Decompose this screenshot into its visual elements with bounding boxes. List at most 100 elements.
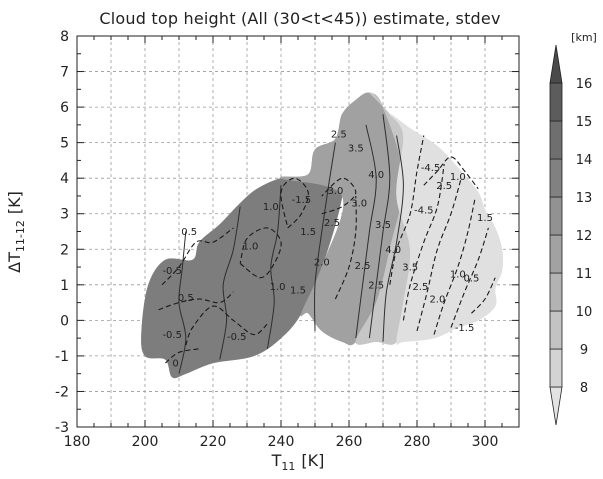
contour-dashed: [239, 227, 282, 279]
colorbar-segment: [549, 310, 563, 350]
y-tick-label: 3: [60, 207, 69, 223]
colorbar-segment: [549, 272, 563, 312]
contour-label: 4.0: [385, 245, 401, 256]
contour-label: 2.5: [368, 280, 384, 291]
y-tick-label: 7: [60, 65, 69, 81]
contour-label: -0.5: [162, 266, 182, 277]
colorbar-label: 12: [576, 229, 593, 244]
contour-label: 1.5: [290, 286, 306, 297]
colorbar-label: 14: [576, 153, 593, 168]
contour-label: 1.0: [270, 282, 286, 293]
colorbar-label: 8: [580, 381, 588, 396]
contour-label: 0.5: [178, 293, 194, 304]
y-tick-label: 4: [60, 171, 69, 187]
y-tick-label: 2: [60, 242, 69, 258]
contour-dashed: [334, 195, 357, 300]
colorbar-segment: [549, 158, 563, 198]
colorbar-label: 10: [576, 305, 593, 320]
contour-dashed: [471, 277, 496, 314]
y-axis-label-main: ΔT: [5, 252, 24, 273]
contour-solid: [382, 135, 404, 342]
contour-label: 0: [172, 359, 178, 370]
colorbar-label: 16: [576, 77, 593, 92]
y-axis-label: ΔT11-12 [K]: [5, 191, 27, 273]
contour-label: 0.5: [463, 273, 479, 284]
colorbar: 8 9 10 11 12 13 14 15 16: [549, 44, 593, 426]
colorbar-unit: [km]: [571, 31, 597, 44]
contour-label: 3.5: [348, 144, 364, 155]
contour-label: 3.0: [327, 186, 343, 197]
contour-label: 1.0: [450, 270, 466, 281]
chart-title: Cloud top height (All (30<t<45)) estimat…: [99, 9, 500, 28]
y-tick-label: -1: [55, 349, 69, 365]
colorbar-label: 11: [576, 267, 593, 282]
contour-dashed: [450, 227, 489, 328]
colorbar-segment: [549, 44, 563, 84]
x-tick-label: 260: [336, 434, 363, 450]
contour-label: 1.5: [300, 227, 316, 238]
y-tick-label: -3: [55, 420, 69, 436]
contour-dashed: [158, 291, 234, 311]
contour-solid: [368, 114, 391, 339]
colorbar-segment: [549, 196, 563, 236]
contour-dashed: [185, 305, 268, 346]
contour-solid: [314, 142, 336, 332]
contour-label: 2.5: [331, 129, 347, 140]
y-tick-label: 0: [60, 313, 69, 329]
x-tick-label: 300: [472, 434, 499, 450]
fill-region-8km: [389, 113, 504, 345]
contour-label: 1.0: [263, 202, 279, 213]
colorbar-label: 13: [576, 191, 593, 206]
y-tick-label: 8: [60, 29, 69, 45]
contour-dashed: [280, 177, 309, 229]
contour-label: 1.0: [450, 172, 466, 183]
x-axis: 180 200 220 240 260 280 300: [64, 36, 520, 450]
contour-label: -1.5: [292, 195, 312, 206]
x-tick-label: 240: [268, 434, 295, 450]
colorbar-segment: [549, 120, 563, 160]
contour-label: -1.5: [455, 323, 475, 334]
contour-label: 3.5: [375, 220, 391, 231]
contour-solid: [355, 124, 377, 339]
contour-label: 1.0: [242, 241, 258, 252]
x-axis-label-main: T: [271, 451, 282, 470]
contour-solid: [266, 185, 282, 349]
x-tick-label: 220: [200, 434, 227, 450]
contour-label: 2.0: [429, 295, 445, 306]
colorbar-segment: [549, 82, 563, 122]
colorbar-segment: [549, 234, 563, 274]
contour-label: 4.0: [368, 170, 384, 181]
x-tick-label: 200: [132, 434, 159, 450]
contour-label: 3.0: [351, 199, 367, 210]
contour-label: 0.5: [181, 227, 197, 238]
x-axis-label-sub: 11: [281, 460, 295, 473]
x-tick-label: 180: [64, 434, 91, 450]
y-tick-label: 6: [60, 100, 69, 116]
contour-solid: [178, 231, 187, 374]
colorbar-label: 15: [576, 115, 593, 130]
contour-dashed: [165, 348, 200, 364]
y-axis-label-unit: [K]: [5, 191, 24, 214]
y-tick-label: 5: [60, 136, 69, 152]
contour-dashed: [416, 178, 462, 332]
contour-label: 1.5: [477, 213, 493, 224]
y-tick-label: -2: [55, 384, 69, 400]
contour-label: -4.5: [421, 163, 441, 174]
colorbar-segment: [549, 386, 563, 426]
contour-label: 2.5: [324, 218, 340, 229]
colorbar-segment: [549, 348, 563, 388]
contour-dashed: [402, 163, 445, 321]
x-tick-label: 280: [404, 434, 431, 450]
y-tick-label: 1: [60, 278, 69, 294]
contour-label: 2.5: [412, 282, 428, 293]
colorbar-label: 9: [580, 343, 588, 358]
x-axis-label-unit: [K]: [301, 451, 324, 470]
contour-label: -4.5: [414, 206, 434, 217]
contour-lines: [158, 114, 496, 374]
contour-label: -0.5: [162, 330, 182, 341]
x-axis-label: T11 [K]: [271, 451, 325, 473]
contour-dashed: [161, 227, 234, 286]
contour-dashed: [321, 177, 357, 215]
